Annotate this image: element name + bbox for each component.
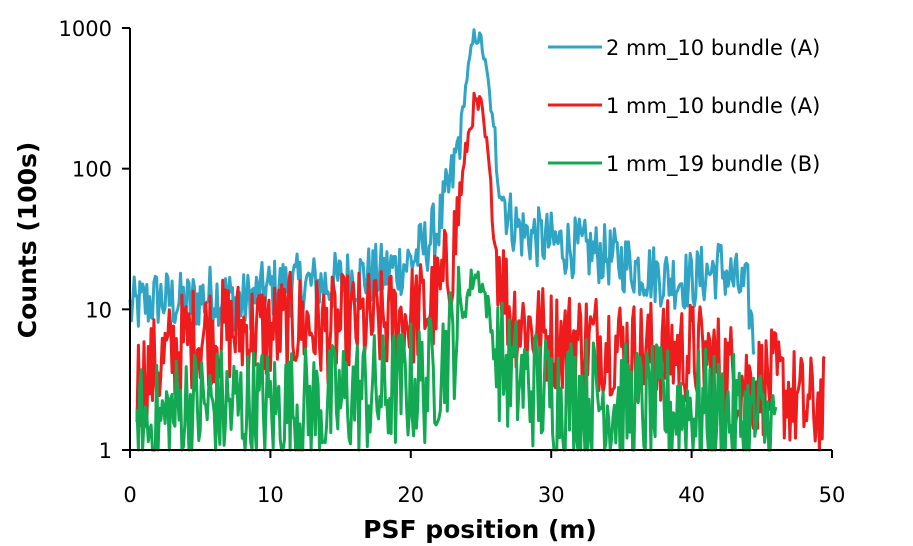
x-tick-label: 20 <box>397 483 424 507</box>
tick-layer: 0 10 20 30 40 50 1 10 100 1000 <box>59 17 846 507</box>
legend-label-1: 2 mm_10 bundle (A) <box>606 36 820 61</box>
series-line-3 <box>135 265 778 452</box>
x-tick-label: 10 <box>257 483 284 507</box>
y-tick-label: 1 <box>99 439 112 463</box>
legend-label-2: 1 mm_10 bundle (A) <box>606 94 820 119</box>
x-tick-label: 30 <box>538 483 565 507</box>
x-axis-title: PSF position (m) <box>363 515 597 544</box>
x-tick-label: 40 <box>678 483 705 507</box>
y-tick-label: 1000 <box>59 17 112 41</box>
y-tick-label: 100 <box>72 158 112 182</box>
y-axis-title: Counts (100s) <box>13 142 42 339</box>
x-tick-label: 50 <box>819 483 846 507</box>
legend-label-3: 1 mm_19 bundle (B) <box>606 152 820 177</box>
series-line-2 <box>135 91 826 452</box>
series-layer <box>128 28 826 452</box>
y-tick-label: 10 <box>85 298 112 322</box>
x-tick-label: 0 <box>123 483 136 507</box>
series-line-1 <box>128 28 756 356</box>
axes-layer <box>129 28 832 451</box>
legend: 2 mm_10 bundle (A) 1 mm_10 bundle (A) 1 mm… <box>548 36 820 177</box>
